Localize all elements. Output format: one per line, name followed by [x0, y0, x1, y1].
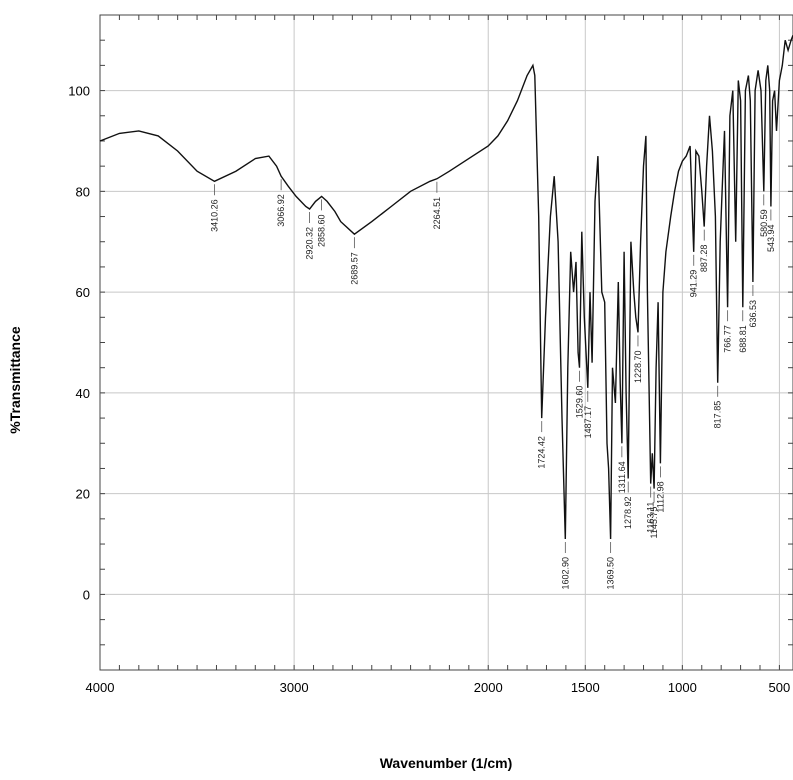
peak-label: 2858.60 [317, 214, 327, 247]
peak-label: 941.29 [689, 270, 699, 298]
peak-labels: 3410.26 3066.92 2920.32 2858.60 2689.57 2264.… [209, 179, 776, 590]
peak-label: 580.59 [759, 209, 769, 237]
peak-label: 688.81 [738, 325, 748, 353]
x-tick-label: 4000 [86, 680, 115, 695]
grid [100, 15, 793, 670]
x-tick-label: 1000 [668, 680, 697, 695]
x-axis-ticks: 4000 3000 2000 1500 1000 500 [86, 15, 791, 695]
x-tick-label: 2000 [474, 680, 503, 695]
peak-label: 2920.32 [305, 227, 315, 260]
y-tick-label: 20 [76, 487, 90, 502]
peak-label: 1228.70 [633, 350, 643, 383]
x-axis-title: Wavenumber (1/cm) [380, 755, 513, 771]
peak-label: 887.28 [699, 245, 709, 273]
peak-label: 1369.50 [606, 557, 616, 590]
x-tick-label: 500 [769, 680, 791, 695]
y-tick-label: 0 [83, 587, 90, 602]
peak-label: 2264.51 [432, 197, 442, 230]
peak-label: 1145.75 [649, 507, 659, 539]
x-tick-label: 1500 [571, 680, 600, 695]
plot-area [99, 14, 793, 671]
peak-label: 1529.60 [574, 386, 584, 419]
peak-label: 1112.98 [655, 481, 665, 512]
peak-label: 766.77 [723, 325, 733, 353]
y-tick-label: 80 [76, 184, 90, 199]
x-tick-label: 3000 [280, 680, 309, 695]
y-axis-ticks: 0 20 40 60 80 100 [68, 39, 793, 646]
spectrum-line [99, 34, 793, 540]
peak-label: 1602.90 [560, 557, 570, 590]
peak-label: 817.85 [713, 401, 723, 429]
peak-label: 1724.42 [537, 436, 547, 469]
peak-label: 543.94 [766, 225, 776, 253]
peak-label: 636.53 [748, 300, 758, 328]
peak-label: 1311.64 [617, 461, 627, 493]
peak-label: 1278.92 [623, 496, 633, 529]
peak-label: 1487.17 [583, 406, 593, 439]
y-axis-title: %Transmittance [7, 326, 23, 434]
peak-label: 3410.26 [209, 199, 219, 232]
y-tick-label: 60 [76, 285, 90, 300]
y-tick-label: 100 [68, 84, 90, 99]
y-tick-label: 40 [76, 386, 90, 401]
peak-label: 2689.57 [349, 252, 359, 285]
peak-label: 3066.92 [276, 194, 286, 227]
peak-label: 1163.11 [646, 502, 656, 533]
